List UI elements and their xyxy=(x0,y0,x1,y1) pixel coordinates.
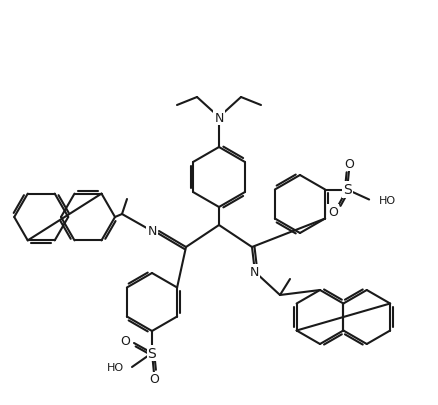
Text: N: N xyxy=(147,225,157,238)
Text: HO: HO xyxy=(379,195,396,205)
Text: O: O xyxy=(344,158,354,171)
Text: S: S xyxy=(148,346,156,360)
Text: O: O xyxy=(328,205,338,218)
Text: N: N xyxy=(214,111,224,124)
Text: S: S xyxy=(343,183,351,197)
Text: N: N xyxy=(249,265,259,278)
Text: O: O xyxy=(120,335,130,347)
Text: HO: HO xyxy=(107,362,124,372)
Text: O: O xyxy=(149,373,159,386)
